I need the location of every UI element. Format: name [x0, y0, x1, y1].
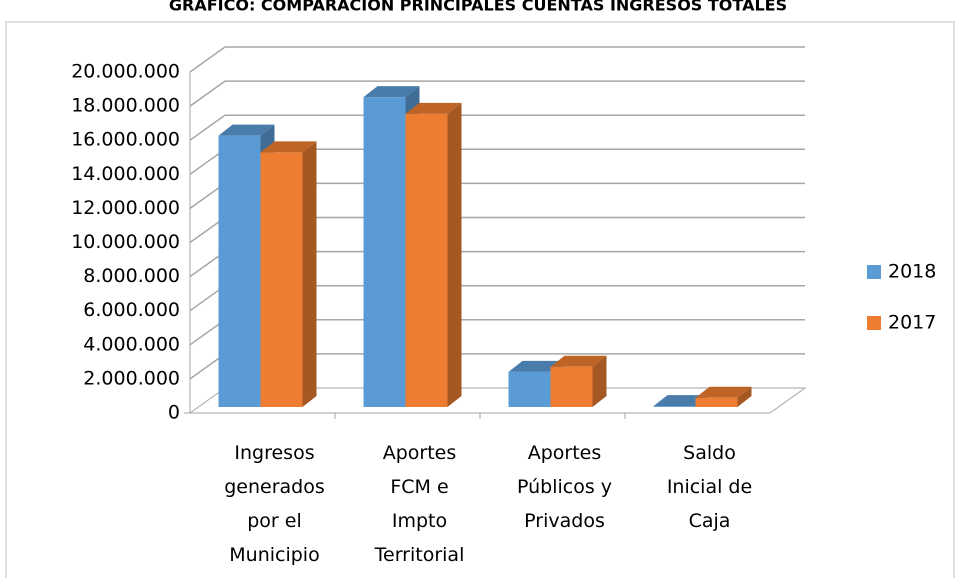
bar-top [695, 386, 752, 398]
bar [405, 113, 448, 407]
floor [188, 387, 807, 414]
bar [550, 366, 593, 407]
x-tick-label: Ingresos generados por el Municipio [224, 442, 325, 566]
y-tick-label: 10.000.000 [71, 231, 180, 253]
bar [363, 97, 406, 407]
y-tick-label: 12.000.000 [71, 197, 180, 219]
bar-side [447, 102, 462, 407]
x-tick-label: Aportes FCM e Impto Territorial [374, 442, 465, 566]
y-tick-label: 0 [168, 402, 180, 424]
bar [508, 371, 551, 407]
y-tick-label: 16.000.000 [71, 129, 180, 151]
y-tick-label: 18.000.000 [71, 95, 180, 117]
bar-side [737, 386, 752, 407]
legend-label: 2017 [888, 312, 936, 334]
legend-swatch [867, 265, 881, 279]
bar [260, 152, 303, 407]
bar-top [550, 355, 607, 367]
bar [218, 135, 261, 407]
bar-side [592, 355, 607, 407]
bar-top [405, 102, 462, 114]
y-tick-label: 4.000.000 [83, 333, 180, 355]
x-tick-label: Aportes Públicos y Privados [517, 442, 612, 532]
x-tick-label: Saldo Inicial de Caja [667, 442, 752, 532]
bar-top [363, 86, 420, 98]
bar-side [302, 141, 317, 407]
legend-label: 2018 [888, 261, 936, 283]
bar [695, 397, 738, 407]
chart-title: GRÁFICO: COMPARACIÓN PRINCIPALES CUENTAS… [169, 0, 787, 15]
grid-line [189, 80, 805, 107]
grid-line [189, 114, 805, 141]
y-tick-label: 2.000.000 [83, 367, 180, 389]
y-tick-label: 20.000.000 [71, 61, 180, 83]
y-tick-label: 6.000.000 [83, 299, 180, 321]
y-tick-label: 8.000.000 [83, 265, 180, 287]
bar-top [218, 124, 275, 136]
grid-line [189, 46, 805, 73]
bar-top [260, 141, 317, 153]
chart-frame [5, 21, 955, 578]
bar [653, 406, 696, 407]
y-tick-label: 14.000.000 [71, 163, 180, 185]
legend-swatch [867, 316, 881, 330]
